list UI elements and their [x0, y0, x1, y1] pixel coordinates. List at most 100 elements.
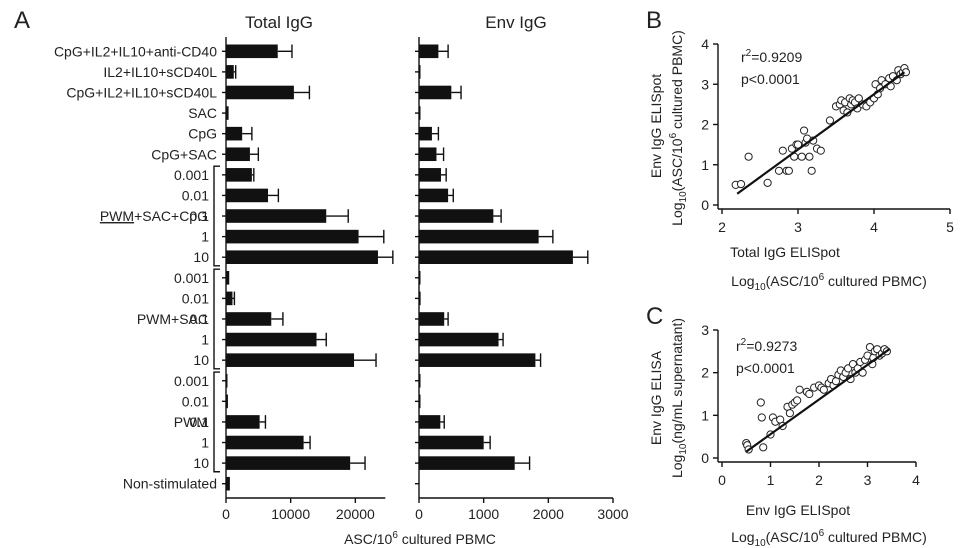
bar — [226, 456, 351, 470]
bar — [226, 44, 278, 59]
bar — [226, 65, 234, 79]
env-igg-title: Env IgG — [485, 13, 546, 32]
category-label: 0.01 — [182, 393, 209, 409]
x-tick-label: 2000 — [533, 506, 564, 522]
bar — [226, 188, 269, 203]
data-point — [854, 94, 863, 103]
y-tick-label: 3 — [701, 322, 709, 338]
data-point — [759, 443, 768, 452]
panel-b-y-axis-label: Env IgG ELISpot — [648, 74, 664, 178]
data-point — [901, 68, 911, 77]
bar — [226, 312, 272, 326]
bar — [419, 312, 445, 326]
bar — [419, 250, 573, 264]
panel-b-x-axis-sublabel: Log10(ASC/106 cultured PBMC) — [731, 272, 927, 293]
y-tick-label: 4 — [701, 36, 709, 52]
bar — [226, 435, 304, 450]
bar — [226, 168, 252, 182]
panel-c-y-axis-sublabel: Log10(ng/mL supernatant) — [669, 318, 689, 478]
data-point — [797, 152, 806, 161]
x-tick-label: 4 — [912, 472, 920, 488]
data-point — [784, 166, 793, 175]
panel-c-x-axis-label: Env IgG ELISpot — [746, 502, 850, 518]
x-tick-label: 5 — [946, 219, 954, 235]
y-tick-label: 2 — [701, 365, 709, 381]
data-point — [744, 152, 753, 161]
bar — [226, 229, 359, 244]
data-point — [774, 166, 784, 175]
group-bracket — [213, 165, 220, 267]
bar — [419, 435, 484, 450]
x-tick-label: 0 — [415, 506, 423, 522]
data-point — [763, 178, 772, 187]
group-label: PWM+SAC+CpG — [100, 208, 208, 224]
bar — [419, 209, 494, 223]
x-tick-label: 0 — [718, 472, 726, 488]
group-label: PWM — [174, 414, 208, 430]
bar — [419, 44, 439, 59]
panel-b-scatter-plot: 2 3 4 5 0 1 2 3 4 — [701, 36, 954, 235]
y-tick-label: 0 — [701, 450, 709, 466]
bar — [419, 373, 421, 388]
x-tick-label: 3 — [864, 472, 872, 488]
x-tick-label: 2 — [815, 472, 823, 488]
x-tick-label: 4 — [870, 219, 878, 235]
bar — [226, 209, 327, 223]
category-label: 0.001 — [174, 270, 209, 286]
bar — [419, 85, 452, 100]
bar — [226, 126, 243, 141]
data-point — [799, 126, 809, 135]
bar — [226, 106, 229, 120]
panel-c-p-value: p<0.0001 — [736, 360, 795, 376]
data-point — [756, 398, 765, 407]
category-label: 0.001 — [174, 373, 209, 389]
x-tick-label: 2 — [718, 219, 726, 235]
data-point — [793, 396, 802, 405]
bar — [419, 291, 421, 306]
panel-letter-b: B — [646, 7, 662, 34]
category-label: CpG — [188, 126, 217, 142]
panel-b-p-value: p<0.0001 — [741, 71, 800, 87]
bar — [226, 147, 250, 162]
panel-b-x-axis-label: Total IgG ELISpot — [730, 244, 840, 260]
category-label: 0.1 — [190, 311, 210, 327]
category-label: CpG+IL2+IL10+anti-CD40 — [54, 43, 217, 59]
y-tick-label: 2 — [701, 117, 709, 133]
category-label: 1 — [201, 435, 209, 451]
data-point — [805, 152, 814, 161]
bar — [419, 332, 499, 347]
panel-a-bar-chart: CpG+IL2+IL10+anti-CD40 IL2+IL10+sCD40L CpG… — [54, 37, 629, 522]
data-point — [807, 166, 816, 175]
category-label: 1 — [201, 229, 209, 245]
regression-line — [745, 348, 890, 453]
y-tick-label: 1 — [701, 157, 709, 173]
bar — [419, 106, 421, 120]
category-label: 0.01 — [182, 187, 209, 203]
x-tick-label: 1000 — [468, 506, 499, 522]
bar — [419, 229, 539, 244]
panel-c-r-squared: r2=0.9273 — [736, 337, 797, 354]
bar — [419, 415, 441, 429]
category-label: 0.01 — [182, 290, 209, 306]
category-label: 10 — [193, 249, 209, 265]
data-point — [805, 389, 814, 399]
category-label: 0.1 — [190, 414, 210, 430]
bar — [226, 476, 230, 491]
category-label: 0.1 — [190, 208, 210, 224]
category-label: CpG+IL2+IL10+sCD40L — [66, 84, 217, 100]
data-point — [778, 146, 787, 155]
group-bracket — [213, 268, 220, 370]
data-point — [825, 116, 835, 125]
category-label: 0.001 — [174, 167, 209, 183]
panel-c-x-axis-sublabel: Log10(ASC/106 cultured PBMC) — [731, 528, 927, 548]
x-tick-label: 0 — [222, 506, 230, 522]
regression-line — [736, 71, 906, 195]
bar — [419, 394, 421, 409]
bar — [419, 188, 449, 203]
bar — [226, 250, 378, 264]
category-label: 10 — [193, 352, 209, 368]
bar — [419, 65, 421, 79]
bar — [226, 373, 228, 388]
bar — [226, 415, 260, 429]
